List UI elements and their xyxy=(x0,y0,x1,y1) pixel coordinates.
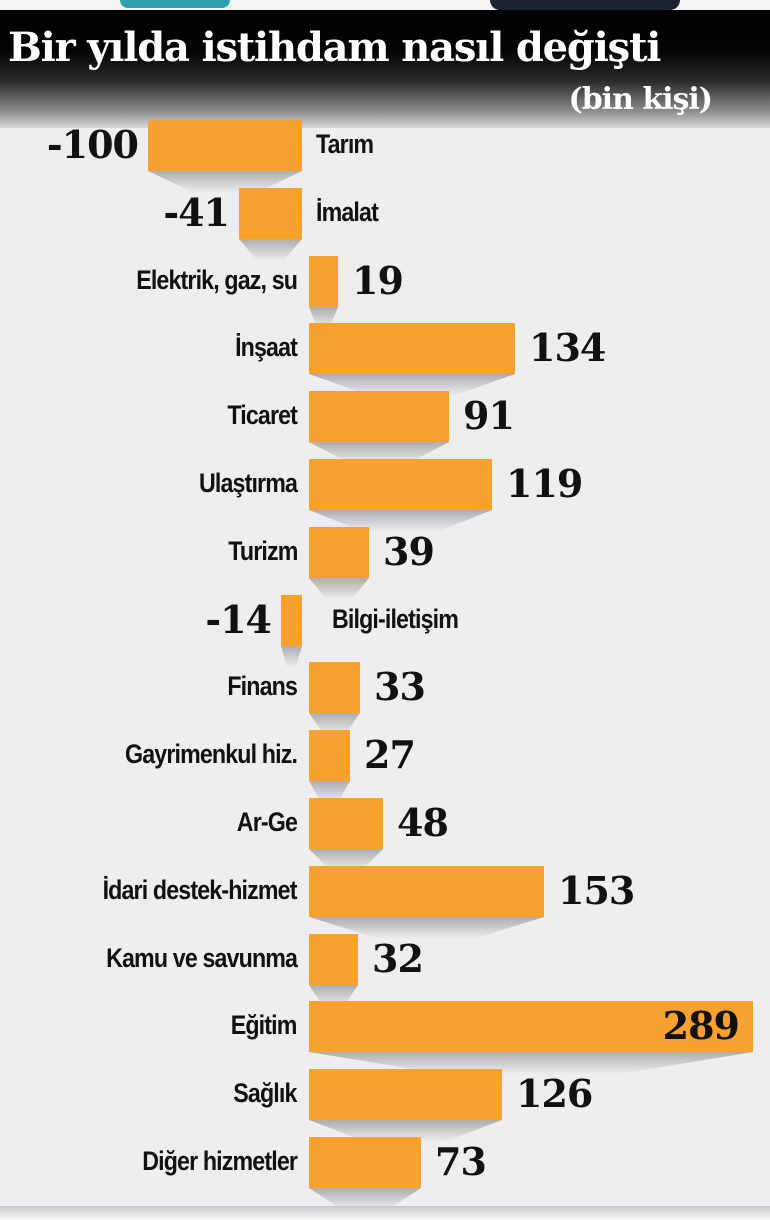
category-label: Bilgi-iletişim xyxy=(332,604,459,634)
bar xyxy=(309,662,360,713)
category-label: Turizm xyxy=(227,536,298,566)
value-label: 27 xyxy=(364,732,416,777)
value-label: 32 xyxy=(372,936,424,981)
category-label: Ar-Ge xyxy=(236,807,298,837)
bar-shadow xyxy=(309,578,369,600)
bar-shadow xyxy=(309,1188,421,1210)
value-label: 39 xyxy=(383,529,435,574)
category-label: Diğer hizmetler xyxy=(142,1146,298,1176)
category-label: İdari destek-hizmet xyxy=(103,875,298,905)
category-label: Eğitim xyxy=(231,1010,298,1040)
photo-fragment xyxy=(490,0,680,10)
bar-shadow xyxy=(309,781,350,803)
category-label: Kamu ve savunma xyxy=(105,943,298,973)
bar-shadow xyxy=(309,1052,753,1074)
bar xyxy=(309,1069,502,1120)
bar xyxy=(309,391,449,442)
category-label: Tarım xyxy=(316,129,374,159)
bar xyxy=(309,1001,753,1052)
bar xyxy=(309,730,350,781)
bar-shadow xyxy=(309,510,492,532)
value-label: 126 xyxy=(516,1071,593,1116)
value-label: 153 xyxy=(558,868,635,913)
chart-header: Bir yılda istihdam nasıl değişti (bin ki… xyxy=(0,10,770,128)
bar-shadow xyxy=(309,374,515,396)
bar xyxy=(148,120,302,171)
category-label: Ulaştırma xyxy=(198,468,298,498)
bar-shadow xyxy=(309,1120,502,1142)
value-label: 91 xyxy=(463,393,515,438)
bar xyxy=(309,798,383,849)
category-label: Ticaret xyxy=(227,400,298,430)
bar xyxy=(309,866,544,917)
category-label: Elektrik, gaz, su xyxy=(136,265,298,295)
bar xyxy=(309,256,338,307)
bar xyxy=(239,188,302,239)
photo-fragment xyxy=(120,0,230,8)
bar-shadow xyxy=(281,646,302,668)
chart-unit-subtitle: (bin kişi) xyxy=(568,82,713,117)
bar-shadow xyxy=(309,917,544,939)
bar xyxy=(309,323,515,374)
category-label: İnşaat xyxy=(235,332,298,362)
value-label: -41 xyxy=(163,190,230,235)
category-label: Gayrimenkul hiz. xyxy=(124,739,298,769)
bar-shadow xyxy=(148,171,302,193)
value-label: 289 xyxy=(662,1003,740,1048)
value-label: 73 xyxy=(435,1139,487,1184)
value-label: 119 xyxy=(506,461,583,506)
value-label: 134 xyxy=(529,325,606,370)
category-label: Finans xyxy=(227,671,298,701)
value-label: -100 xyxy=(46,122,139,167)
chart-title: Bir yılda istihdam nasıl değişti xyxy=(8,24,661,71)
value-label: 19 xyxy=(352,258,404,303)
bar xyxy=(309,1137,421,1188)
bar xyxy=(309,527,369,578)
category-label: İmalat xyxy=(316,197,379,227)
bar-shadow xyxy=(309,713,360,735)
bar-shadow xyxy=(239,239,302,261)
bar xyxy=(281,595,302,646)
value-label: 48 xyxy=(397,800,449,845)
bar xyxy=(309,459,492,510)
bottom-shadow xyxy=(0,1206,770,1220)
value-label: 33 xyxy=(374,664,426,709)
bar-shadow xyxy=(309,442,449,464)
photo-strip xyxy=(0,0,770,10)
category-label: Sağlık xyxy=(233,1078,298,1108)
bar-shadow xyxy=(309,849,383,871)
value-label: -14 xyxy=(205,597,272,642)
bar xyxy=(309,934,358,985)
